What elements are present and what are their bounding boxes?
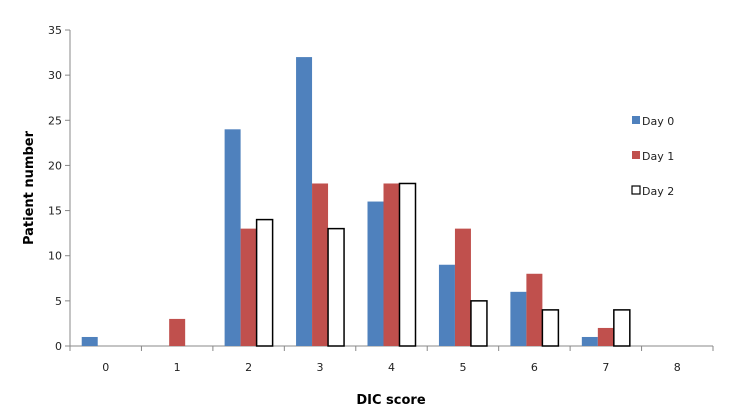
x-tick-label: 3 <box>317 361 324 374</box>
legend-label: Day 1 <box>642 150 674 163</box>
bar-day-1-score-3 <box>312 183 329 346</box>
bar-day-2-score-3 <box>327 227 345 347</box>
x-tick-label: 8 <box>674 361 681 374</box>
y-tick-labels: 0 5 10 15 20 25 30 35 <box>48 24 62 353</box>
bar-day-0-score-0 <box>81 336 98 346</box>
x-tick-label: 0 <box>102 361 109 374</box>
x-tick-label: 4 <box>388 361 395 374</box>
bar-day-0-score-6 <box>510 291 527 346</box>
y-tick-label: 35 <box>48 24 62 37</box>
x-tick-label: 2 <box>245 361 252 374</box>
legend-label: Day 0 <box>642 115 674 128</box>
bar-day-1-score-2 <box>240 228 257 346</box>
x-tick-label: 7 <box>602 361 609 374</box>
y-tick-label: 15 <box>48 205 62 218</box>
bar-day-0-score-4 <box>367 201 384 346</box>
bar-day-0-score-2 <box>224 129 241 346</box>
bar-day-1-score-5 <box>454 228 471 346</box>
x-axis-title: DIC score <box>356 393 425 408</box>
x-tick-labels: 0 1 2 3 4 5 6 7 8 <box>102 361 681 374</box>
legend-swatch <box>632 151 640 159</box>
bar-day-1-score-6 <box>526 273 543 346</box>
legend-swatch <box>631 185 641 195</box>
y-tick-label: 5 <box>55 295 62 308</box>
bar-day-2-score-7 <box>613 309 631 347</box>
legend-label: Day 2 <box>642 185 674 198</box>
legend: Day 0 Day 1 Day 2 <box>631 115 674 198</box>
y-tick-label: 25 <box>48 114 62 127</box>
bar-day-1-score-1 <box>169 318 186 346</box>
x-tick-label: 1 <box>174 361 181 374</box>
legend-swatch <box>632 116 640 124</box>
bar-day-1-score-7 <box>597 327 614 346</box>
bar-day-2-score-4 <box>398 182 417 347</box>
bar-day-2-score-5 <box>470 300 488 347</box>
bars <box>81 57 631 347</box>
bar-day-0-score-5 <box>438 264 455 346</box>
x-tick-label: 6 <box>531 361 538 374</box>
bar-day-0-score-7 <box>581 336 598 346</box>
bar-day-1-score-4 <box>383 183 400 346</box>
x-tick-label: 5 <box>459 361 466 374</box>
y-axis-title: Patient number <box>22 130 37 245</box>
bar-day-0-score-3 <box>296 57 313 346</box>
y-tick-label: 10 <box>48 250 62 263</box>
y-tick-label: 20 <box>48 159 62 172</box>
y-tick-label: 30 <box>48 69 62 82</box>
bar-day-2-score-6 <box>541 309 560 347</box>
y-tick-label: 0 <box>55 340 62 353</box>
bar-day-2-score-2 <box>255 218 274 347</box>
